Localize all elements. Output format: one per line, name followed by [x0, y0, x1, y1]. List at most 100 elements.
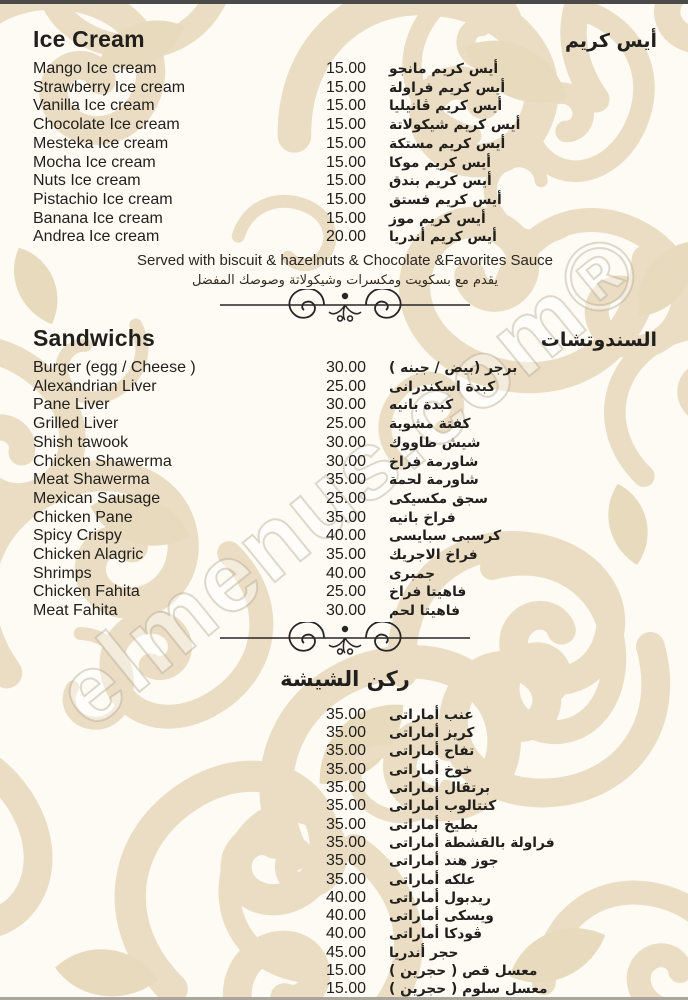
menu-item-row: 35.00 عنب أماراتى — [33, 706, 657, 724]
item-name-en: Shrimps — [33, 564, 92, 582]
top-border-line — [0, 0, 688, 4]
item-price: 15.00 — [325, 962, 367, 980]
item-name-ar: سجق مكسيكى — [389, 490, 488, 507]
item-price: 35.00 — [325, 779, 367, 797]
section-sandwiches: Sandwichs السندوتشات Burger (egg / Chees… — [33, 325, 657, 621]
item-name-ar: تفاح أماراتى — [389, 743, 475, 760]
item-name-ar: كريز أماراتى — [389, 725, 475, 742]
item-price: 25.00 — [325, 583, 367, 601]
item-price: 45.00 — [325, 943, 367, 961]
item-price: 35.00 — [325, 724, 367, 742]
scroll-ornament-icon — [220, 621, 470, 655]
item-name-ar: أيس كريم ڤانيليا — [389, 98, 503, 115]
menu-item-row: 35.00 خوخ أماراتى — [33, 761, 657, 779]
serving-note-ar: يقدم مع بسكويت ومكسرات وشيكولاتة وصوصك ا… — [191, 273, 499, 289]
menu-item-row: 35.00 علكه أماراتى — [33, 871, 657, 889]
item-price: 15.00 — [325, 60, 367, 77]
menu-item-row: 15.00 معسل قص ( حجرين ) — [33, 962, 657, 980]
menu-item-row: Spicy Crispy 40.00 كرسبى سبايسى — [33, 527, 657, 546]
menu-item-row: 35.00 بطيخ أماراتى — [33, 816, 657, 834]
menu-item-row: Nuts Ice cream 15.00 أيس كريم بندق — [33, 172, 657, 191]
item-price: 40.00 — [325, 925, 367, 943]
item-name-ar: أيس كريم شيكولاتة — [389, 117, 521, 134]
menu-item-row: Pistachio Ice cream 15.00 أيس كريم فستق — [33, 191, 657, 210]
item-name-ar: شاورمة فراخ — [389, 453, 479, 470]
menu-item-row: 35.00 جوز هند أماراتى — [33, 852, 657, 870]
ice-cream-header: Ice Cream أيس كريم — [33, 26, 657, 53]
bottom-border-line — [0, 997, 688, 1000]
menu-item-row: Vanilla Ice cream 15.00 أيس كريم ڤانيليا — [33, 97, 657, 116]
item-price: 15.00 — [325, 78, 367, 96]
menu-item-row: Meat Shawerma 35.00 شاورمة لحمة — [33, 471, 657, 490]
menu-item-row: Grilled Liver 25.00 كفتة مشوية — [33, 415, 657, 434]
menu-item-row: 35.00 برتقال أماراتى — [33, 779, 657, 797]
item-price: 35.00 — [325, 797, 367, 815]
item-name-ar: كبدة اسكندرانى — [389, 378, 496, 395]
menu-item-row: 40.00 ڤودكا أماراتى — [33, 925, 657, 943]
item-name-ar: أيس كريم فستق — [389, 191, 502, 208]
ice-cream-list: Mango Ice cream 15.00 أيس كريم مانجو Str… — [33, 60, 657, 247]
item-price: 30.00 — [325, 396, 367, 414]
item-price: 40.00 — [325, 564, 367, 582]
menu-item-row: Burger (egg / Cheese ) 30.00 برجر (بيض /… — [33, 359, 657, 378]
menu-item-row: 35.00 تفاح أماراتى — [33, 742, 657, 760]
item-price: 25.00 — [325, 377, 367, 395]
item-name-ar: أيس كريم بندق — [389, 173, 492, 190]
item-name-en: Strawberry Ice cream — [33, 78, 186, 96]
menu-item-row: Chicken Shawerma 30.00 شاورمة فراخ — [33, 453, 657, 472]
item-price: 35.00 — [325, 760, 367, 778]
item-price: 35.00 — [325, 815, 367, 833]
item-name-ar: فراخ الاجريك — [389, 547, 478, 564]
section-shisha: ركن الشيشة 35.00 عنب أماراتى 35.00 كريز … — [33, 667, 657, 1000]
item-name-en: Spicy Crispy — [33, 527, 122, 545]
item-price: 35.00 — [325, 705, 367, 723]
ice-cream-title-en: Ice Cream — [33, 26, 145, 52]
item-name-en: Chicken Shawerma — [33, 452, 172, 470]
item-name-ar: أيس كريم فراولة — [389, 79, 506, 96]
item-name-ar: كنتالوب أماراتى — [389, 798, 497, 815]
menu-item-row: Chicken Pane 35.00 فراخ بانيه — [33, 509, 657, 528]
item-price: 30.00 — [325, 359, 367, 377]
item-name-en: Pane Liver — [33, 396, 110, 414]
sandwiches-list: Burger (egg / Cheese ) 30.00 برجر (بيض /… — [33, 359, 657, 621]
sandwiches-title-en: Sandwichs — [33, 325, 155, 352]
item-name-ar: فراولة بالقشطة أماراتى — [389, 834, 555, 851]
menu-item-row: Chicken Alagric 35.00 فراخ الاجريك — [33, 546, 657, 565]
menu-item-row: 35.00 كنتالوب أماراتى — [33, 797, 657, 815]
item-price: 15.00 — [325, 153, 367, 171]
menu-item-row: 15.00 معسل سلوم ( حجرين ) — [33, 980, 657, 998]
menu-item-row: Chocolate Ice cream 15.00 أيس كريم شيكول… — [33, 116, 657, 135]
item-name-ar: أيس كريم موكا — [389, 154, 492, 171]
menu-item-row: Chicken Fahita 25.00 فاهيتا فراخ — [33, 583, 657, 602]
menu-item-row: Mexican Sausage 25.00 سجق مكسيكى — [33, 490, 657, 509]
item-name-en: Mesteka Ice cream — [33, 134, 169, 152]
sandwiches-header: Sandwichs السندوتشات — [33, 325, 657, 352]
ice-cream-title-ar: أيس كريم — [564, 30, 657, 52]
sandwiches-title-ar: السندوتشات — [540, 329, 657, 352]
item-price: 35.00 — [325, 870, 367, 888]
item-price: 35.00 — [325, 852, 367, 870]
item-name-ar: ريدبول أماراتى — [389, 889, 491, 906]
item-price: 40.00 — [325, 527, 367, 545]
menu-item-row: Meat Fahita 30.00 فاهيتا لحم — [33, 602, 657, 621]
item-price: 15.00 — [325, 190, 367, 208]
item-name-en: Banana Ice cream — [33, 209, 163, 227]
item-name-ar: فاهيتا لحم — [389, 603, 460, 620]
item-price: 40.00 — [325, 907, 367, 925]
item-price: 35.00 — [325, 508, 367, 526]
menu-item-row: 40.00 ريدبول أماراتى — [33, 889, 657, 907]
menu-item-row: Strawberry Ice cream 15.00 أيس كريم فراو… — [33, 79, 657, 98]
item-price: 30.00 — [325, 433, 367, 451]
item-price: 35.00 — [325, 471, 367, 489]
item-name-en: Chicken Pane — [33, 508, 133, 526]
item-price: 30.00 — [325, 452, 367, 470]
item-name-en: Grilled Liver — [33, 415, 119, 433]
item-price: 35.00 — [325, 742, 367, 760]
item-name-ar: شاورمة لحمة — [389, 472, 479, 489]
item-price: 15.00 — [325, 116, 367, 134]
menu-item-row: Alexandrian Liver 25.00 كبدة اسكندرانى — [33, 378, 657, 397]
section-ice-cream: Ice Cream أيس كريم Mango Ice cream 15.00… — [33, 26, 657, 247]
item-name-ar: بطيخ أماراتى — [389, 816, 479, 833]
item-name-ar: معسل قص ( حجرين ) — [389, 963, 538, 980]
